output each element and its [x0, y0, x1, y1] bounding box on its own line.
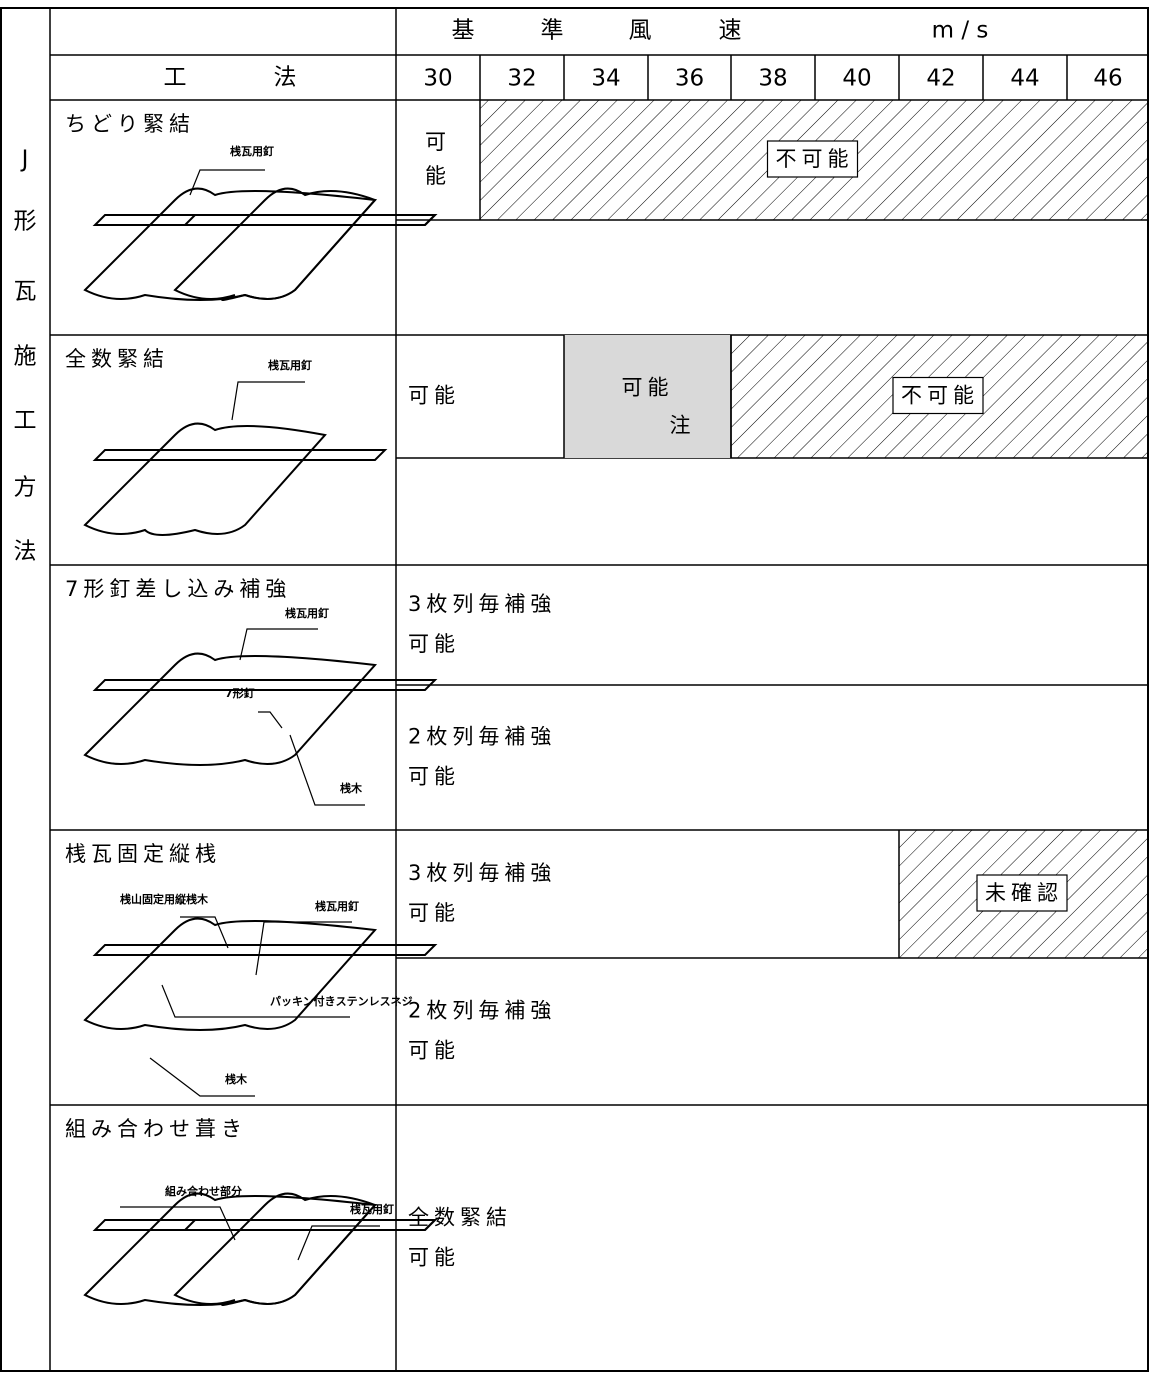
header-title-char: 基 [452, 18, 475, 44]
speed-label: 42 [926, 66, 955, 92]
header-unit: m / s [932, 18, 989, 44]
tile-drawing [173, 187, 438, 301]
status-text: 2枚列毎補強 [408, 725, 556, 749]
leader-line [189, 169, 265, 196]
status-text: 3枚列毎補強 [408, 861, 556, 885]
frame [0, 7, 1149, 1372]
note-mark: 注 [670, 414, 696, 438]
method-name: 全数緊結 [65, 347, 169, 371]
callout-label: 桟木 [225, 1072, 248, 1086]
status-text: 可能 [408, 901, 460, 925]
method-header-char: 工 [164, 65, 187, 91]
callout-label: 桟木 [340, 781, 363, 795]
status-text: 可能 [408, 632, 460, 656]
status-text: 不可能 [776, 147, 854, 171]
tile-drawing [83, 652, 438, 766]
leader-line [255, 921, 352, 976]
header-title-char: 速 [719, 18, 742, 44]
side-label-char: 形 [14, 209, 37, 235]
status-text: 可能 [408, 384, 460, 408]
speed-label: 40 [842, 66, 871, 92]
leader-line [180, 916, 229, 949]
leader-line [239, 628, 318, 661]
side-label-char: 方 [14, 475, 37, 501]
status-box [766, 140, 859, 178]
method-name: 7形釘差し込み補強 [65, 577, 291, 601]
method-name: ちどり緊結 [65, 112, 195, 136]
callout-label: 桟山固定用縦桟木 [120, 892, 209, 906]
status-text: 可能 [408, 1039, 460, 1063]
status-box [976, 874, 1068, 912]
callout-label: 桟瓦用釘 [230, 144, 274, 158]
status-text: 全数緊結 [408, 1206, 512, 1230]
status-box [892, 376, 984, 415]
method-name: 桟瓦固定縦桟 [65, 842, 221, 866]
callout-label: パッキン付きステンレスネジ [270, 994, 413, 1008]
status-text: 未確認 [985, 881, 1063, 905]
status-text: 可 [425, 130, 451, 154]
side-label-char: 施 [14, 344, 37, 370]
status-text: 可能 [622, 376, 674, 400]
speed-label: 32 [507, 66, 536, 92]
status-text: 2枚列毎補強 [408, 999, 556, 1023]
tile-drawing [83, 917, 438, 1031]
status-text: 能 [425, 164, 451, 188]
status-text: 不可能 [901, 384, 979, 408]
speed-label: 36 [675, 66, 704, 92]
speed-label: 30 [423, 66, 452, 92]
method-header-char: 法 [274, 65, 297, 91]
callout-label: 桟瓦用釘 [268, 358, 312, 372]
side-label-char: 瓦 [14, 279, 37, 305]
speed-label: 34 [591, 66, 620, 92]
speed-label: 46 [1093, 66, 1122, 92]
status-text: 可能 [408, 1246, 460, 1270]
leader-line [120, 1206, 236, 1241]
callout-label: 桟瓦用釘 [285, 606, 329, 620]
leader-line [149, 1057, 255, 1097]
leader-line [289, 734, 365, 806]
callout-label: 組み合わせ部分 [165, 1184, 242, 1198]
tile-drawing [173, 1192, 438, 1306]
header-title-char: 風 [629, 18, 652, 44]
cell-bg [564, 335, 731, 458]
leader-line [161, 984, 350, 1018]
speed-label: 38 [758, 66, 787, 92]
side-label-char: 法 [14, 539, 37, 565]
callout-label: 桟瓦用釘 [315, 899, 359, 913]
leader-line [258, 711, 283, 729]
header-title-char: 準 [541, 18, 564, 44]
status-text: 可能 [408, 765, 460, 789]
callout-label: 桟瓦用釘 [350, 1202, 394, 1216]
side-label-char: J [20, 147, 29, 173]
method-name: 組み合わせ葺き [65, 1117, 247, 1141]
side-label-char: 工 [14, 408, 37, 434]
speed-label: 44 [1010, 66, 1039, 92]
leader-line [297, 1225, 380, 1261]
tile-drawing [83, 422, 388, 536]
callout-label: 7形釘 [225, 686, 255, 700]
status-text: 3枚列毎補強 [408, 592, 556, 616]
leader-line [231, 381, 305, 421]
